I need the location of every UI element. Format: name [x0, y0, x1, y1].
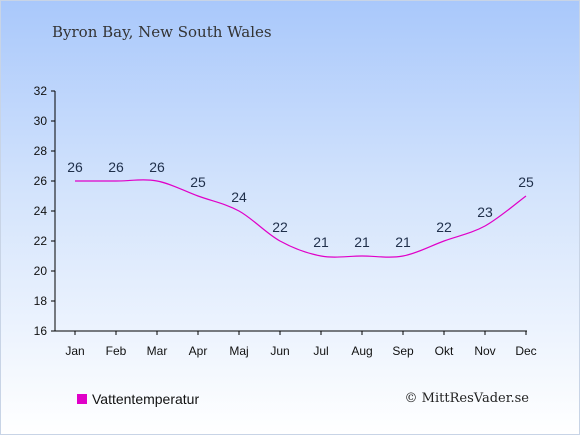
y-tick-label: 20	[34, 264, 48, 278]
x-tick-label: Apr	[189, 344, 208, 358]
x-tick-label: Okt	[435, 344, 454, 358]
x-tick-label: Aug	[351, 344, 372, 358]
credit-text: © MittResVader.se	[404, 391, 529, 406]
legend-swatch	[77, 394, 87, 404]
chart-title: Byron Bay, New South Wales	[52, 23, 272, 41]
x-tick-label: Maj	[229, 344, 248, 358]
data-label: 23	[477, 204, 493, 220]
data-label: 21	[313, 234, 329, 250]
x-tick-label: Jan	[65, 344, 84, 358]
x-tick-label: Feb	[106, 344, 127, 358]
data-label: 22	[272, 219, 288, 235]
data-label: 21	[354, 234, 370, 250]
y-tick-label: 16	[34, 324, 48, 338]
data-label: 24	[231, 189, 247, 205]
y-tick-label: 28	[34, 144, 48, 158]
y-tick-label: 24	[34, 204, 48, 218]
x-tick-label: Jul	[313, 344, 328, 358]
x-tick-label: Mar	[147, 344, 168, 358]
legend-label: Vattentemperatur	[92, 391, 200, 407]
legend: Vattentemperatur	[77, 391, 199, 407]
data-label: 26	[108, 159, 124, 175]
x-tick-label: Dec	[515, 344, 536, 358]
data-label: 26	[67, 159, 83, 175]
y-tick-label: 22	[34, 234, 48, 248]
x-tick-label: Jun	[270, 344, 289, 358]
data-label: 22	[436, 219, 452, 235]
series-line-vattentemperatur	[75, 179, 527, 258]
y-tick-label: 18	[34, 294, 48, 308]
y-tick-label: 30	[34, 114, 48, 128]
data-label: 25	[518, 174, 534, 190]
y-tick-label: 26	[34, 174, 48, 188]
y-tick-label: 32	[34, 84, 48, 98]
data-label: 25	[190, 174, 206, 190]
x-tick-label: Sep	[392, 344, 414, 358]
data-label: 21	[395, 234, 411, 250]
x-tick-label: Nov	[474, 344, 495, 358]
data-label: 26	[149, 159, 165, 175]
